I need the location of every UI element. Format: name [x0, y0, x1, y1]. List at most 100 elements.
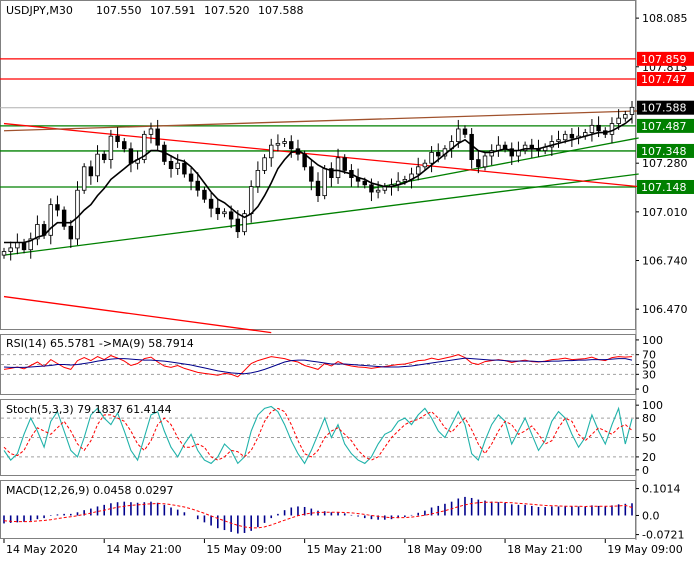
level-badge [637, 118, 694, 133]
candle [329, 168, 334, 179]
level-badge-label: 107.859 [641, 53, 687, 66]
candle [115, 135, 120, 142]
macd-tick-label: 0.1014 [642, 483, 681, 496]
candle [415, 166, 421, 175]
candle [562, 133, 568, 141]
rsi-tick-label: 100 [642, 334, 663, 347]
candle [88, 166, 94, 177]
ohlc-high: 107.591 [150, 4, 196, 17]
candle [248, 186, 254, 215]
candle [269, 144, 274, 159]
candle [142, 133, 147, 160]
candle [108, 135, 114, 160]
time-tick-label: 18 May 21:00 [507, 543, 582, 556]
candle [81, 166, 87, 191]
candle [15, 242, 20, 249]
stoch-tick-label: 20 [642, 451, 656, 464]
candle [48, 204, 53, 236]
time-tick-label: 15 May 09:00 [206, 543, 281, 556]
candle [242, 213, 247, 233]
candle [589, 124, 595, 133]
candle [155, 128, 160, 146]
candle [75, 189, 80, 240]
level-badge-label: 107.747 [641, 73, 687, 86]
price-tick-label: 107.280 [642, 157, 688, 170]
rsi-tick-label: 50 [642, 359, 656, 372]
time-tick-label: 14 May 21:00 [106, 543, 181, 556]
macd-signal-line [3, 501, 633, 529]
candle [222, 211, 227, 215]
candle [262, 157, 267, 171]
candle [28, 238, 33, 251]
trendline [371, 137, 639, 190]
rsi-line [3, 354, 633, 378]
candle [369, 184, 374, 193]
candle [456, 128, 461, 142]
level-badge-label: 107.487 [641, 120, 687, 133]
candle [228, 211, 234, 220]
candle [569, 133, 575, 139]
macd-header: MACD(12,26,9) 0.0458 0.0297 [6, 484, 174, 497]
candle [95, 153, 100, 177]
level-badge [637, 143, 694, 158]
candle [168, 160, 174, 170]
trendline [3, 110, 639, 132]
candle [342, 157, 347, 171]
macd-tick-label: -0.0721 [642, 529, 684, 542]
candle [21, 242, 27, 251]
ohlc-low: 107.520 [204, 4, 250, 17]
candle [623, 114, 628, 119]
candle [309, 166, 314, 182]
candle [188, 173, 194, 182]
moving-average-line [4, 117, 633, 244]
price-tick-label: 106.740 [642, 255, 688, 268]
level-badge [637, 179, 694, 194]
stoch-tick-label: 80 [642, 412, 656, 425]
ohlc-open: 107.550 [96, 4, 142, 17]
trendline [3, 295, 272, 334]
candle [429, 151, 434, 164]
level-badge [637, 72, 694, 87]
candle [1, 251, 7, 256]
candle [482, 155, 488, 168]
stoch-tick-label: 100 [642, 399, 663, 412]
rsi-tick-label: 70 [642, 349, 656, 362]
rsi-header: RSI(14) 65.5781 ->MA(9) 58.7914 [6, 337, 194, 350]
level-badge-label: 107.148 [641, 181, 687, 194]
stoch-header: Stoch(5,3,3) 79.1837 61.4144 [6, 403, 172, 416]
level-badge [637, 51, 694, 66]
stoch-d-line [3, 407, 633, 461]
candle [195, 180, 200, 191]
candle [509, 148, 514, 157]
candle [202, 189, 207, 200]
candle [556, 139, 561, 142]
stoch-tick-label: 0 [642, 464, 649, 477]
candle [629, 106, 635, 115]
candle [315, 180, 321, 197]
candle [422, 162, 428, 168]
candle [68, 225, 74, 240]
candle [282, 141, 287, 144]
price-tick-label: 106.470 [642, 303, 688, 316]
candle [489, 150, 494, 157]
time-tick-label: 15 May 21:00 [307, 543, 382, 556]
trendline [3, 122, 639, 188]
candle [616, 117, 621, 124]
candle [462, 128, 468, 135]
candle [275, 142, 281, 146]
trendline [3, 173, 639, 256]
macd-tick-label: 0.0 [642, 509, 660, 522]
stoch-tick-label: 50 [642, 432, 656, 445]
time-tick-label: 14 May 2020 [6, 543, 78, 556]
candle [61, 209, 67, 227]
candle [255, 170, 261, 188]
stoch-k-line [3, 405, 633, 465]
candle [208, 198, 214, 209]
candle [289, 141, 294, 150]
candle [101, 153, 107, 160]
candle [215, 207, 221, 215]
candle [596, 124, 601, 132]
candle [436, 151, 441, 157]
